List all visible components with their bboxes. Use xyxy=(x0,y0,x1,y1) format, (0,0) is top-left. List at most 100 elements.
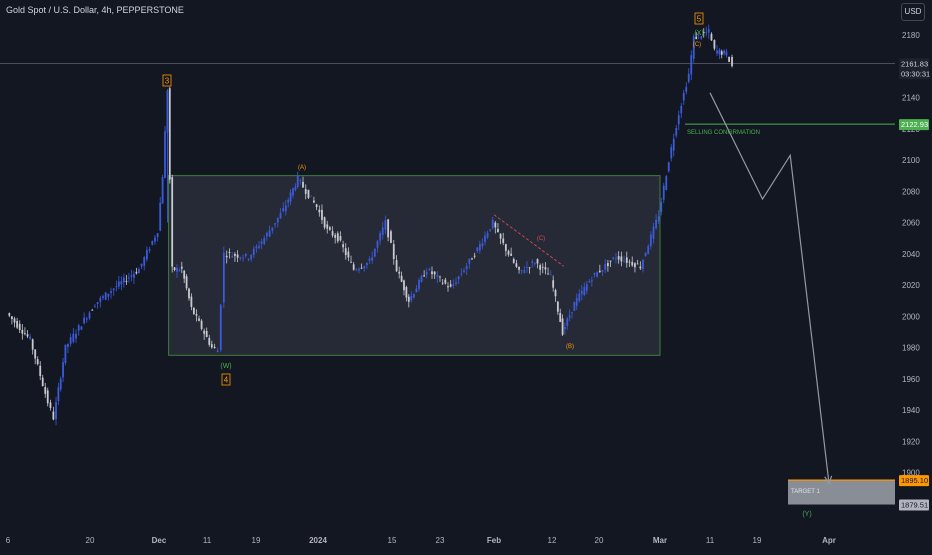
candle-body xyxy=(512,258,515,263)
candle-body xyxy=(463,270,465,273)
candle-body xyxy=(268,230,271,237)
candle-body xyxy=(400,275,403,282)
candle-body xyxy=(234,253,236,256)
candle-body xyxy=(425,271,428,275)
c-leg-dashed-line xyxy=(493,214,565,267)
candle-body xyxy=(697,34,700,36)
candle-body xyxy=(24,333,26,335)
wave-w-label: (W) xyxy=(220,363,231,370)
candle-body xyxy=(200,320,203,329)
candle-body xyxy=(49,402,52,408)
candle-body xyxy=(387,219,390,238)
current-price-tag-bg xyxy=(899,58,929,80)
candle-body xyxy=(52,411,55,420)
candle-body xyxy=(596,272,599,278)
candle-body xyxy=(34,349,37,359)
candle-body xyxy=(228,251,231,253)
candle-body xyxy=(731,56,733,67)
candle-body xyxy=(127,277,130,279)
candle-body xyxy=(180,266,183,269)
candle-body xyxy=(620,256,623,262)
candle-body xyxy=(457,276,460,280)
candle-body xyxy=(347,251,350,258)
x-tick-label: 11 xyxy=(203,536,212,545)
candle-body xyxy=(173,267,176,270)
candle-body xyxy=(725,51,728,56)
candle-body xyxy=(604,263,607,270)
candle-body xyxy=(547,273,549,275)
candle-body xyxy=(225,255,228,258)
candle-body xyxy=(192,307,195,315)
wave-4-label-box xyxy=(221,373,231,386)
candle-body xyxy=(415,288,418,293)
candle-body xyxy=(88,312,91,319)
candle-body xyxy=(178,270,181,272)
candle-body xyxy=(133,273,135,278)
candle-body xyxy=(140,263,143,267)
candle-body xyxy=(260,241,263,244)
candle-body xyxy=(578,293,581,301)
x-tick-label: 19 xyxy=(252,536,261,545)
y-tick-label: 2180 xyxy=(902,31,920,40)
x-tick-label: 15 xyxy=(388,536,397,545)
candle-body xyxy=(284,205,287,212)
candle-body xyxy=(120,281,123,285)
candle-body xyxy=(554,290,557,297)
candle-body xyxy=(75,333,77,339)
candle-body xyxy=(96,302,99,304)
candle-body xyxy=(561,318,564,335)
candle-body xyxy=(433,271,436,275)
candle-body xyxy=(236,254,239,258)
candle-body xyxy=(222,252,225,303)
candle-body xyxy=(606,263,609,267)
candle-body xyxy=(431,271,433,275)
x-tick-label: 6 xyxy=(6,536,11,545)
candle-body xyxy=(279,212,282,219)
candle-body xyxy=(239,257,242,259)
candle-body xyxy=(716,50,718,54)
candle-body xyxy=(195,314,198,316)
candle-body xyxy=(292,188,294,196)
candle-body xyxy=(707,29,710,33)
candle-body xyxy=(677,115,680,125)
candle-body xyxy=(642,259,644,270)
y-tick-label: 1920 xyxy=(902,437,920,446)
candle-body xyxy=(371,257,374,261)
candle-body xyxy=(494,222,497,228)
wave-b-label: (B) xyxy=(566,344,574,350)
candle-body xyxy=(381,227,384,236)
candle-body xyxy=(299,179,302,181)
candle-body xyxy=(67,343,69,347)
candle-body xyxy=(439,276,441,278)
current-price-tag: 2161.83 xyxy=(901,59,928,68)
candle-body xyxy=(313,200,315,203)
wave-c-mid-label: (C) xyxy=(537,236,545,242)
x-tick-label: 20 xyxy=(595,536,604,545)
candle-body xyxy=(8,313,11,316)
candle-body xyxy=(636,263,639,265)
candle-body xyxy=(39,365,42,377)
y-tick-label: 1980 xyxy=(902,344,920,353)
candle-body xyxy=(403,280,405,291)
candle-body xyxy=(392,244,395,260)
chart-title: Gold Spot / U.S. Dollar, 4h, PEPPERSTONE xyxy=(6,5,184,15)
candle-body xyxy=(536,259,539,264)
candle-body xyxy=(80,326,83,330)
candle-body xyxy=(13,318,16,323)
candle-body xyxy=(18,323,21,331)
candle-body xyxy=(486,233,489,238)
candle-body xyxy=(655,219,657,229)
candle-body xyxy=(83,317,86,324)
candle-body xyxy=(455,282,457,284)
candle-body xyxy=(159,202,162,231)
candle-body xyxy=(657,216,660,222)
currency-button[interactable]: USD xyxy=(901,3,925,21)
candle-body xyxy=(219,304,222,350)
candle-body xyxy=(552,280,555,288)
target-bottom-tag-bg xyxy=(899,499,929,511)
candle-body xyxy=(231,255,234,258)
candle-body xyxy=(271,227,274,231)
candle-body xyxy=(355,269,358,271)
